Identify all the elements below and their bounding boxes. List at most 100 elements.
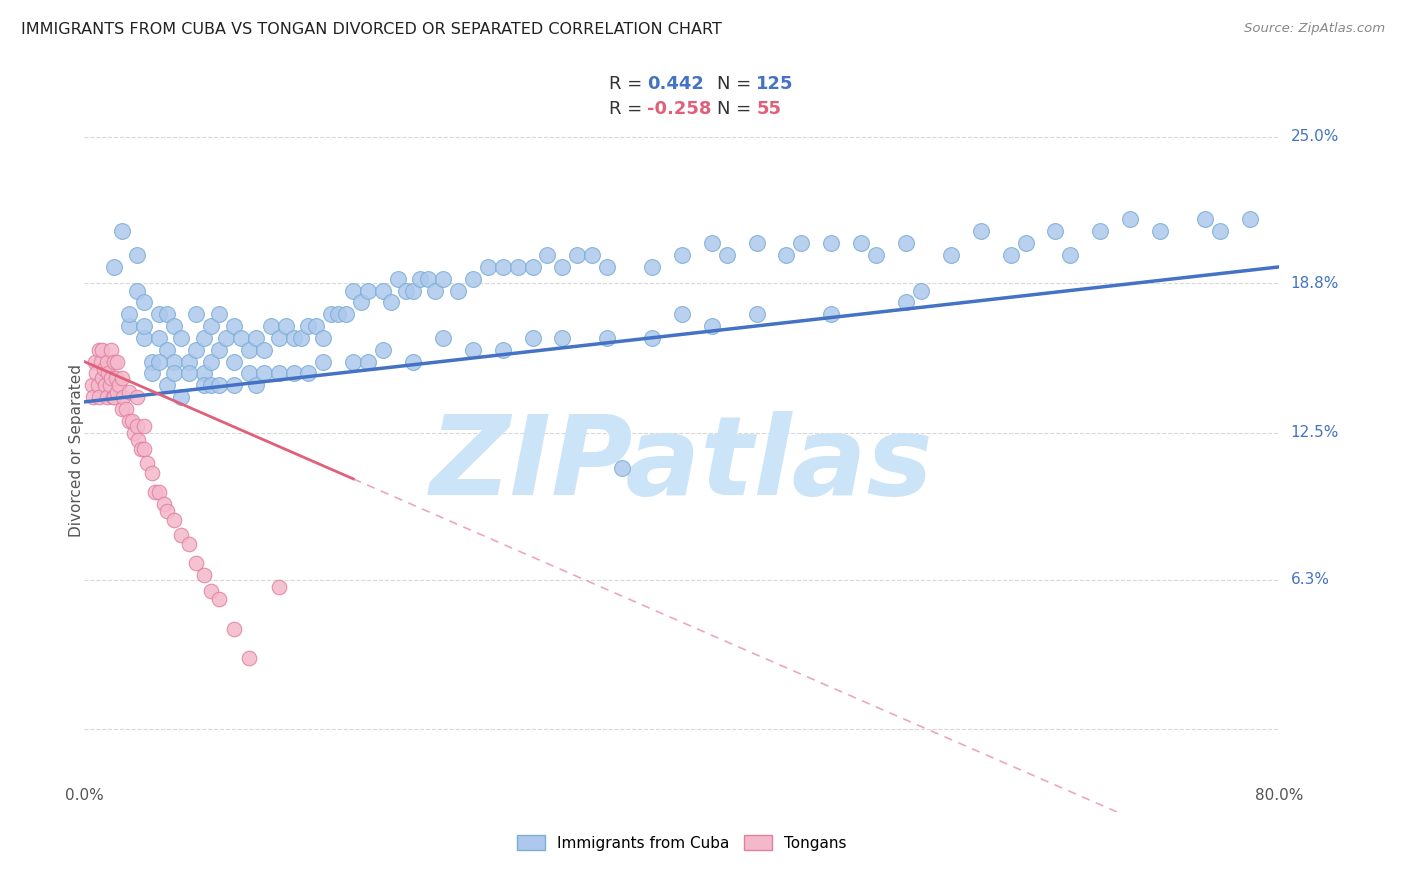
Point <box>522 260 544 274</box>
Text: 18.8%: 18.8% <box>1291 276 1339 291</box>
Point <box>775 248 797 262</box>
Text: 80.0%: 80.0% <box>1256 788 1303 803</box>
Point <box>820 236 842 251</box>
Point <box>125 418 148 433</box>
Point <box>1239 212 1261 227</box>
Point <box>416 271 439 285</box>
Point <box>193 331 215 345</box>
Point <box>551 260 574 274</box>
Point <box>101 390 124 404</box>
Point <box>208 591 231 606</box>
Point <box>125 390 148 404</box>
Text: 0.0%: 0.0% <box>65 788 104 803</box>
Point <box>894 295 917 310</box>
Point <box>132 418 156 433</box>
Point <box>865 248 887 262</box>
Point <box>177 537 200 551</box>
Point <box>312 331 335 345</box>
Point <box>970 224 993 238</box>
Point <box>89 390 111 404</box>
Point <box>536 248 558 262</box>
Point <box>132 319 156 334</box>
Point <box>141 367 163 381</box>
Point <box>121 414 143 428</box>
Point <box>111 371 134 385</box>
Point <box>394 284 416 298</box>
Point <box>186 307 208 321</box>
Point <box>186 343 208 357</box>
Point <box>492 260 515 274</box>
Point <box>100 371 122 385</box>
Point <box>91 371 114 385</box>
Point <box>82 390 104 404</box>
Point <box>267 367 290 381</box>
Point <box>1014 236 1036 251</box>
Point <box>129 442 152 457</box>
Text: 12.5%: 12.5% <box>1291 425 1339 440</box>
Point <box>163 513 186 527</box>
Point <box>939 248 962 262</box>
Text: N =: N = <box>717 75 751 93</box>
Point <box>894 236 917 251</box>
Point <box>328 307 350 321</box>
Point <box>104 371 127 385</box>
Text: R =: R = <box>609 100 643 118</box>
Point <box>193 367 215 381</box>
Point <box>238 343 260 357</box>
Point <box>380 295 402 310</box>
Point <box>170 390 193 404</box>
Point <box>90 354 112 368</box>
Point <box>155 378 177 392</box>
Point <box>127 433 149 447</box>
Point <box>103 354 125 368</box>
Point <box>1045 224 1067 238</box>
Point <box>125 284 148 298</box>
Point <box>148 307 170 321</box>
Point <box>118 319 141 334</box>
Point <box>222 319 245 334</box>
Point <box>461 271 484 285</box>
Point <box>87 378 110 392</box>
Point <box>200 354 222 368</box>
Point <box>111 402 134 417</box>
Point <box>283 367 305 381</box>
Text: 55: 55 <box>756 100 782 118</box>
Point <box>1000 248 1022 262</box>
Point <box>373 284 395 298</box>
Point <box>432 331 454 345</box>
Point <box>94 378 117 392</box>
Point <box>612 461 634 475</box>
Point <box>432 271 454 285</box>
Point <box>177 367 200 381</box>
Point <box>745 307 768 321</box>
Point <box>245 331 267 345</box>
Point <box>477 260 499 274</box>
Point <box>373 343 395 357</box>
Point <box>297 319 319 334</box>
Point <box>98 378 121 392</box>
Point <box>387 271 409 285</box>
Point <box>274 319 297 334</box>
Point <box>290 331 312 345</box>
Point <box>105 385 128 400</box>
Point <box>1194 212 1216 227</box>
Point <box>700 236 723 251</box>
Point <box>745 236 768 251</box>
Point <box>671 248 693 262</box>
Point <box>283 331 305 345</box>
Point <box>260 319 283 334</box>
Point <box>200 584 222 599</box>
Point <box>86 367 108 381</box>
Point <box>141 466 163 480</box>
Point <box>177 354 200 368</box>
Point <box>342 354 364 368</box>
Text: 0.442: 0.442 <box>647 75 703 93</box>
Point <box>522 331 544 345</box>
Point <box>581 248 603 262</box>
Point <box>1090 224 1112 238</box>
Point <box>170 331 193 345</box>
Point <box>641 260 664 274</box>
Text: ZIPatlas: ZIPatlas <box>430 411 934 518</box>
Point <box>152 497 174 511</box>
Point <box>238 650 260 665</box>
